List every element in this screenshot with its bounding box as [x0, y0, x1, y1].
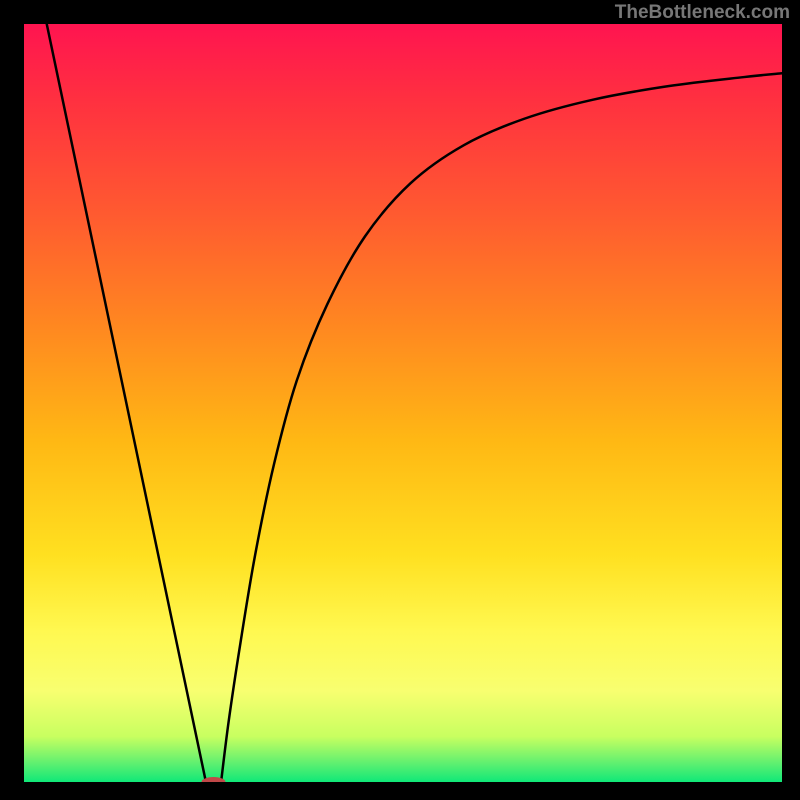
watermark-text: TheBottleneck.com [615, 2, 790, 24]
gradient-background [24, 24, 782, 782]
plot-area [24, 24, 782, 782]
chart-container: TheBottleneck.com [0, 0, 800, 800]
